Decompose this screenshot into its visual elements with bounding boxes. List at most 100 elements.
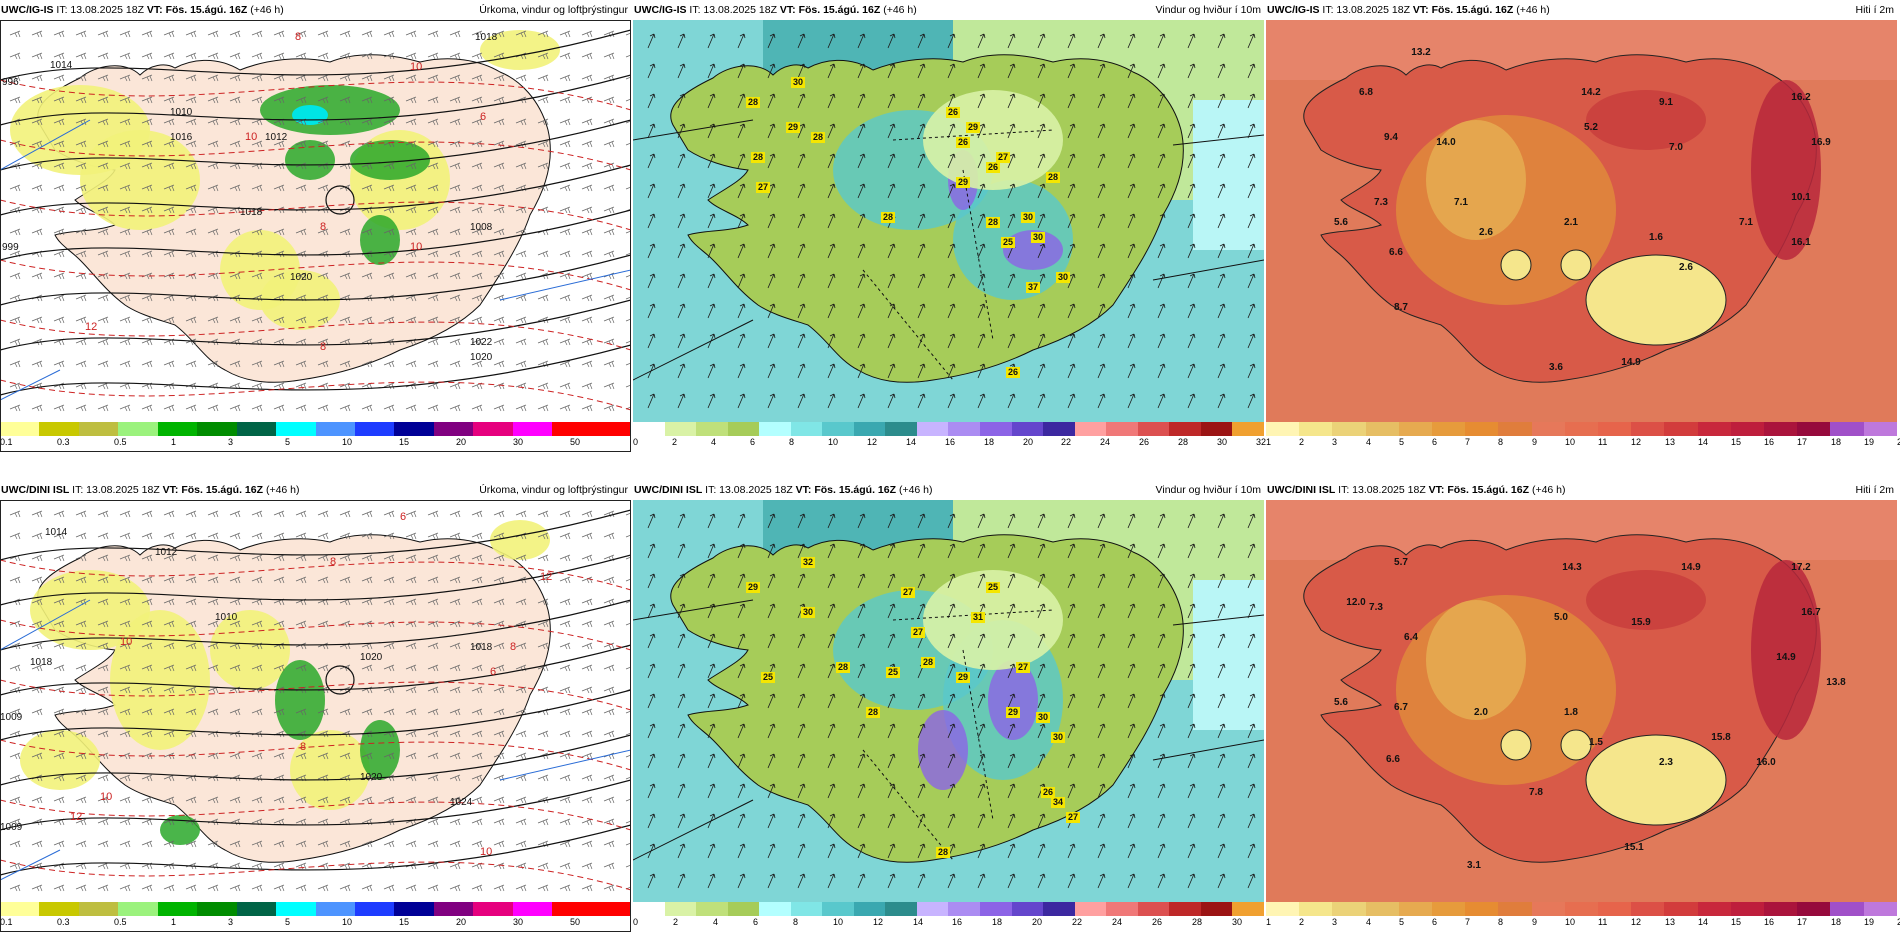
coastal-lines xyxy=(0,599,631,881)
precip-area xyxy=(30,570,150,650)
gust-label-bg xyxy=(836,662,850,673)
colorbar-swatch xyxy=(1697,422,1731,436)
colorbar-swatch xyxy=(822,902,854,916)
temperature-label: 12 xyxy=(70,811,82,823)
map-precip[interactable]: 1014 1012 1010 1018 1020 1018 1024 1020 1009 1009… xyxy=(0,500,631,902)
gust-label-bg xyxy=(746,97,760,108)
colorbar-tick: 0.1 xyxy=(0,917,13,927)
colorbar-swatch xyxy=(980,902,1012,916)
heavy-precip-area xyxy=(275,660,325,740)
init-time: IT: 13.08.2025 18Z xyxy=(702,484,796,496)
colorbar-tick: 10 xyxy=(342,917,353,927)
valid-time-prefix: VT: Fös. 15.ágú. 16Z xyxy=(779,4,881,16)
gust-label: 26 xyxy=(1043,787,1053,797)
glacier-area xyxy=(1500,249,1532,281)
colorbar-swatch xyxy=(354,422,395,436)
map-precip[interactable]: 1014 1016 1018 1020 1020 1022 1008 1010 1012 1018… xyxy=(0,20,631,422)
colorbar-swatch xyxy=(1074,422,1107,436)
colorbar-swatch xyxy=(433,902,474,916)
map-wind[interactable]: 29 32 30 27 27 28 25 25 31 28 29 28 27 29 30 30 26 34 27 28… xyxy=(633,500,1264,902)
colorbar-tick: 0.1 xyxy=(0,437,13,447)
colorbar-ticks: 0 2 4 6 8 10 12 14 16 18 20 22 24 26 28 30 32 xyxy=(633,436,1266,450)
panel-title: Hiti í 2m xyxy=(1855,484,1894,496)
colorbar-tick: 8 xyxy=(789,437,795,447)
gust-label-bg xyxy=(921,657,935,668)
colorbar-swatch xyxy=(1830,422,1864,436)
colorbar-swatch xyxy=(473,902,513,916)
gust-label-bg xyxy=(1051,732,1065,743)
temperature-label: 12 xyxy=(85,321,97,333)
temperature-label: 8 xyxy=(300,741,306,753)
temperature-label: 10 xyxy=(410,61,422,73)
colorbar-tick: 15 xyxy=(1731,437,1742,447)
colorbar-swatch xyxy=(157,422,198,436)
pressure-label: 1009 xyxy=(0,712,23,723)
colorbar-swatch xyxy=(853,902,886,916)
colorbar-swatch xyxy=(552,422,592,436)
glacier-area xyxy=(1500,729,1532,761)
gust-label-bg xyxy=(966,122,980,133)
gust-label: 30 xyxy=(1058,272,1068,282)
gust-label: 30 xyxy=(803,607,813,617)
gust-label: 30 xyxy=(793,77,803,87)
gust-label-bg xyxy=(791,77,805,88)
gust-label: 30 xyxy=(1023,212,1033,222)
gust-label: 27 xyxy=(1068,812,1078,822)
colorbar-swatch xyxy=(1631,902,1665,916)
heavy-precip-area xyxy=(285,140,335,180)
colorbar-swatch xyxy=(1106,422,1138,436)
colorbar-swatch xyxy=(236,902,277,916)
colorbar-tick: 6 xyxy=(1432,917,1438,927)
colorbar-swatch xyxy=(1531,422,1565,436)
gust-label-bg xyxy=(786,122,800,133)
temperature-label: 15.8 xyxy=(1711,732,1731,743)
map-temp[interactable]: 13.2 6.8 9.4 5.6 7.3 7.1 6.6 8.7 14.0 2.6 14.2 9.1 5… xyxy=(1266,20,1897,422)
colorbar-tick: 0.5 xyxy=(114,437,127,447)
colorbar-tick: 19 xyxy=(1864,917,1875,927)
colorbar xyxy=(0,902,631,916)
colorbar-ticks: 0.1 0.3 0.5 1 3 5 10 15 20 30 50 xyxy=(0,916,631,930)
colorbar-swatch xyxy=(552,902,592,916)
colorbar-swatch xyxy=(1365,902,1399,916)
colorbar-tick: 18 xyxy=(1831,437,1842,447)
colorbar-tick: 14 xyxy=(1698,437,1709,447)
temperature-label: 9.1 xyxy=(1659,97,1673,108)
lead-time: (+46 h) xyxy=(1513,4,1550,16)
temperature-label: 2.1 xyxy=(1564,217,1578,228)
temperature-label: 14.2 xyxy=(1581,87,1601,98)
init-time: IT: 13.08.2025 18Z xyxy=(686,4,780,16)
gust-label: 27 xyxy=(998,152,1008,162)
heavy-precip-area xyxy=(350,140,430,180)
colorbar-tick: 16 xyxy=(952,917,963,927)
colorbar-swatch xyxy=(0,902,40,916)
gust-label-bg xyxy=(1021,212,1035,223)
gust-label: 25 xyxy=(988,582,998,592)
colorbar-tick: 5 xyxy=(1399,437,1405,447)
valid-time-prefix: VT: Fös. 15.ágú. 16Z xyxy=(795,484,897,496)
colorbar-swatch xyxy=(1465,422,1499,436)
colorbar-swatch xyxy=(1074,902,1107,916)
colorbar-swatch xyxy=(664,902,697,916)
pressure-label: 1012 xyxy=(265,132,288,143)
gust-label: 26 xyxy=(958,137,968,147)
colorbar-swatch xyxy=(885,422,917,436)
gust-label-bg xyxy=(986,217,1000,228)
temperature-label: 12.0 xyxy=(1346,597,1366,608)
gust-label: 27 xyxy=(1018,662,1028,672)
pressure-label: 1020 xyxy=(360,652,383,663)
temperature-label: 5.6 xyxy=(1334,697,1348,708)
model-name: UWC/IG-IS xyxy=(634,4,687,16)
model-name: UWC/DINI ISL xyxy=(1,484,70,496)
colorbar-tick: 14 xyxy=(913,917,924,927)
temperature-label: 10 xyxy=(480,846,492,858)
low-center xyxy=(325,185,355,215)
cool-area xyxy=(1426,120,1526,240)
colorbar-tick: 28 xyxy=(1178,437,1189,447)
colorbar-swatch xyxy=(1169,422,1201,436)
temperature-label: 13.8 xyxy=(1826,677,1846,688)
map-temp[interactable]: 5.7 12.0 7.3 6.4 5.6 6.7 6.6 2.0 1.8 14.3 14.9 17.2… xyxy=(1266,500,1897,902)
pressure-label: 1012 xyxy=(155,547,178,558)
colorbar-swatch xyxy=(1564,902,1599,916)
map-wind[interactable]: 28 30 29 28 28 27 26 26 29 26 27 30 28 30 25 28 30 37 26 29… xyxy=(633,20,1264,422)
